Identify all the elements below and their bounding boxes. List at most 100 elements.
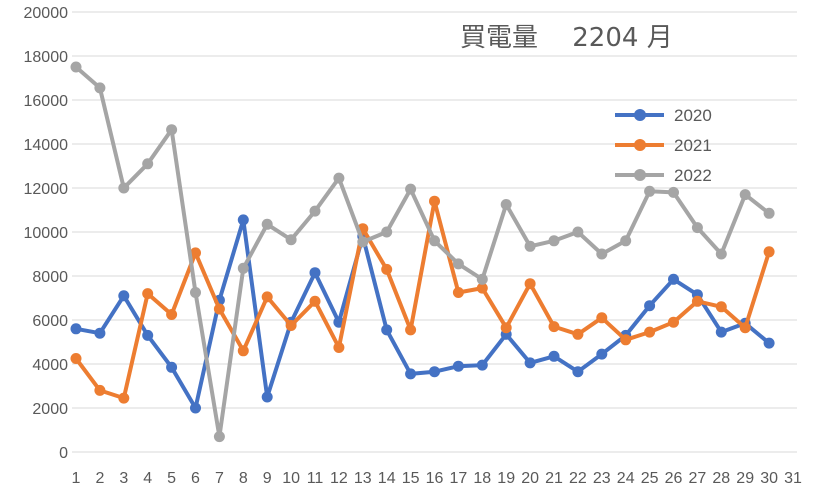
data-point xyxy=(548,235,560,247)
x-tick-label: 13 xyxy=(354,470,372,486)
data-point xyxy=(715,301,727,313)
data-point xyxy=(524,357,536,369)
x-tick-label: 8 xyxy=(239,470,248,486)
x-tick-label: 16 xyxy=(426,470,444,486)
x-tick-label: 24 xyxy=(617,470,635,486)
data-point xyxy=(190,402,201,414)
data-point xyxy=(620,235,632,247)
legend-label: 2020 xyxy=(674,106,712,125)
x-tick-label: 22 xyxy=(569,470,587,486)
data-point xyxy=(429,195,440,207)
data-point xyxy=(620,334,632,346)
x-tick-label: 26 xyxy=(665,470,683,486)
data-point xyxy=(94,82,106,94)
y-tick-label: 16000 xyxy=(24,93,69,110)
data-point xyxy=(213,431,225,443)
x-tick-label: 4 xyxy=(143,470,152,486)
data-point xyxy=(94,384,106,396)
y-tick-label: 18000 xyxy=(24,49,69,66)
data-point xyxy=(405,368,417,380)
data-point xyxy=(285,234,297,246)
data-point xyxy=(644,326,656,338)
data-point xyxy=(596,348,608,360)
y-tick-label: 0 xyxy=(59,445,68,462)
data-point xyxy=(309,295,321,307)
data-point xyxy=(381,226,393,238)
data-point xyxy=(429,235,440,247)
legend-item-2021: 2021 xyxy=(615,136,712,155)
y-tick-label: 12000 xyxy=(24,181,69,198)
x-tick-label: 15 xyxy=(402,470,420,486)
data-point xyxy=(739,322,751,334)
y-tick-label: 20000 xyxy=(24,5,69,22)
series-line-2020 xyxy=(74,217,772,410)
data-point xyxy=(237,262,249,274)
data-point xyxy=(668,316,679,328)
x-tick-label: 19 xyxy=(497,470,515,486)
data-point xyxy=(596,312,608,324)
x-tick-label: 21 xyxy=(545,470,563,486)
data-point xyxy=(142,288,154,300)
legend-label: 2021 xyxy=(674,136,712,155)
data-point xyxy=(142,329,154,341)
legend: 2020 2021 2022 xyxy=(615,106,712,185)
data-point xyxy=(452,360,464,372)
x-axis-ticks: 1 2 3 4 5 6 7 8 9 10 11 12 13 14 15 16 17 18 19 20 21 22 23 24 2… xyxy=(72,470,802,486)
y-tick-label: 6000 xyxy=(32,313,68,330)
data-point xyxy=(405,183,417,195)
data-point xyxy=(763,246,775,258)
y-axis-ticks: 0 2000 4000 6000 8000 10000 12000 14000 16000 180… xyxy=(24,5,69,462)
data-point xyxy=(190,287,201,298)
x-tick-label: 18 xyxy=(473,470,491,486)
data-point xyxy=(166,124,178,136)
data-point xyxy=(739,189,751,201)
data-point xyxy=(166,361,178,373)
legend-label: 2022 xyxy=(674,166,712,185)
series-group xyxy=(70,61,775,443)
data-point xyxy=(381,263,393,275)
data-point xyxy=(763,207,775,219)
data-point xyxy=(213,303,225,315)
legend-swatch-marker xyxy=(634,139,646,151)
data-point xyxy=(261,391,273,403)
data-point xyxy=(237,214,249,226)
data-point xyxy=(691,222,703,234)
x-tick-label: 5 xyxy=(167,470,176,486)
legend-swatch-marker xyxy=(634,109,646,121)
data-point xyxy=(261,291,273,303)
x-tick-label: 28 xyxy=(712,470,730,486)
data-point xyxy=(500,322,512,334)
chart-title: 買電量 2204 月 xyxy=(460,23,673,53)
data-point xyxy=(763,337,775,349)
x-tick-label: 30 xyxy=(760,470,778,486)
x-tick-label: 20 xyxy=(521,470,539,486)
data-point xyxy=(476,282,488,294)
data-point xyxy=(668,186,679,198)
data-point xyxy=(476,273,488,285)
data-point xyxy=(668,273,679,285)
data-point xyxy=(405,324,417,336)
x-tick-label: 12 xyxy=(330,470,348,486)
y-tick-label: 4000 xyxy=(32,357,68,374)
x-tick-label: 17 xyxy=(450,470,468,486)
data-point xyxy=(715,326,727,338)
data-point xyxy=(70,323,82,335)
data-point xyxy=(452,287,464,298)
data-point xyxy=(333,172,345,184)
x-tick-label: 6 xyxy=(191,470,200,486)
data-point xyxy=(429,366,440,378)
x-tick-label: 10 xyxy=(282,470,300,486)
y-tick-label: 10000 xyxy=(24,225,69,242)
legend-swatch-marker xyxy=(634,169,646,181)
data-point xyxy=(644,300,656,312)
data-point xyxy=(309,205,321,217)
data-point xyxy=(309,267,321,279)
data-point xyxy=(524,240,536,252)
data-point xyxy=(691,295,703,307)
data-point xyxy=(381,324,393,336)
data-point xyxy=(524,278,536,290)
data-point xyxy=(70,353,82,364)
data-point xyxy=(596,248,608,260)
x-tick-label: 29 xyxy=(736,470,754,486)
data-point xyxy=(166,309,178,320)
